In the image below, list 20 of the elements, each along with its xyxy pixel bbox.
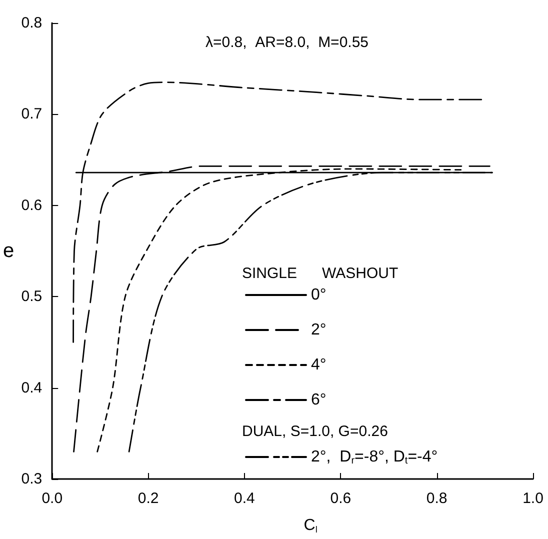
y-axis-title: e bbox=[3, 240, 14, 262]
annotation: DUAL, S=1.0, G=0.26 bbox=[242, 423, 388, 440]
y-tick-label: 0.6 bbox=[21, 196, 42, 214]
x-tick-label: 0.4 bbox=[234, 490, 255, 507]
legend-label: 2° bbox=[311, 322, 326, 338]
y-tick-label: 0.5 bbox=[21, 288, 42, 306]
text: λ=0.8, AR=8.0, M=0.55 bbox=[205, 34, 369, 51]
y-tick-label: 0.7 bbox=[21, 106, 42, 123]
y-tick-label: 0.4 bbox=[21, 379, 42, 396]
x-tick-label: 0.8 bbox=[426, 490, 448, 507]
legend-label: 4° bbox=[311, 356, 326, 374]
x-tick-label: 0.2 bbox=[138, 490, 159, 507]
legend-title: SINGLE WASHOUT bbox=[242, 265, 398, 282]
legend-label: 0° bbox=[311, 286, 326, 304]
x-tick-label: 0.0 bbox=[42, 490, 63, 507]
y-tick-label: 0.8 bbox=[21, 14, 42, 32]
x-tick-label: 0.6 bbox=[330, 490, 352, 507]
x-tick-label: 1.0 bbox=[522, 490, 544, 507]
y-tick-label: 0.3 bbox=[21, 470, 42, 488]
legend-label: 6° bbox=[311, 392, 326, 408]
